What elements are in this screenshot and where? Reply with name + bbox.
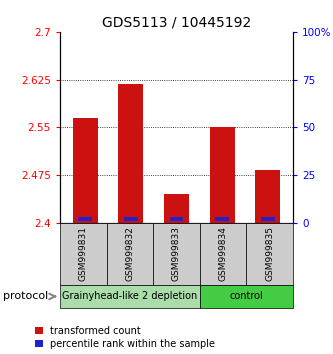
- Bar: [73, 118, 98, 223]
- Bar: [210, 127, 235, 223]
- Text: GSM999833: GSM999833: [172, 227, 181, 281]
- Text: GSM999832: GSM999832: [125, 227, 135, 281]
- Bar: [261, 217, 275, 221]
- Legend: transformed count, percentile rank within the sample: transformed count, percentile rank withi…: [35, 326, 215, 349]
- Bar: [215, 217, 229, 221]
- Text: GSM999835: GSM999835: [265, 227, 274, 281]
- Bar: [78, 217, 92, 221]
- Text: protocol: protocol: [3, 291, 49, 302]
- Title: GDS5113 / 10445192: GDS5113 / 10445192: [102, 15, 251, 29]
- Bar: [118, 84, 143, 223]
- Bar: [169, 217, 183, 221]
- Text: control: control: [229, 291, 263, 302]
- Text: GSM999831: GSM999831: [79, 227, 88, 281]
- Text: GSM999834: GSM999834: [218, 227, 228, 281]
- Bar: [124, 217, 138, 221]
- Text: Grainyhead-like 2 depletion: Grainyhead-like 2 depletion: [62, 291, 197, 302]
- Bar: [255, 170, 280, 223]
- Bar: [164, 194, 189, 223]
